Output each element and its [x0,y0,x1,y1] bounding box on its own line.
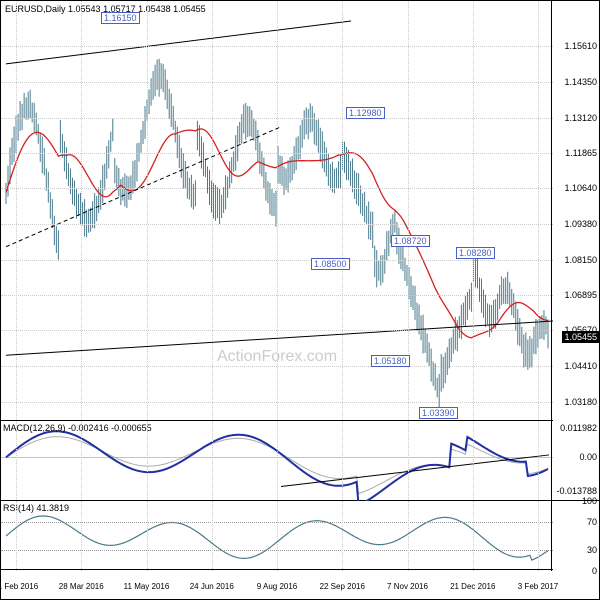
price-annotation: 1.16150 [101,12,140,24]
rsi-y-axis: 10070300 [551,501,599,571]
symbol-label: EURUSD,Daily [5,4,66,14]
price-annotation: 1.03390 [419,407,458,419]
price-annotation: 1.12980 [346,107,385,119]
x-axis: 11 Feb 201628 Mar 201611 May 201624 Jun … [1,569,553,599]
price-y-axis: 1.05455 1.156101.143501.131201.118651.10… [551,1,599,421]
rsi-name: RSI(14) [3,503,34,513]
price-panel: ActionForex.com EURUSD,Daily 1.05543 1.0… [1,1,553,421]
price-annotation: 1.05180 [371,355,410,367]
price-annotation: 1.08280 [456,247,495,259]
macd-panel: MACD(12,26,9) -0.002416 -0.000655 [1,421,553,501]
rsi-panel: RSI(14) 41.3819 [1,501,553,571]
price-annotation: 1.08720 [391,235,430,247]
rsi-title: RSI(14) 41.3819 [3,503,69,513]
macd-y-axis: 0.0119820.00-0.013788 [551,421,599,501]
rsi-value: 41.3819 [37,503,70,513]
price-annotation: 1.08500 [311,258,350,270]
watermark: ActionForex.com [217,348,337,366]
macd-title: MACD(12,26,9) -0.002416 -0.000655 [3,423,152,433]
macd-name: MACD(12,26,9) [3,423,66,433]
forex-chart: ActionForex.com EURUSD,Daily 1.05543 1.0… [0,0,600,600]
